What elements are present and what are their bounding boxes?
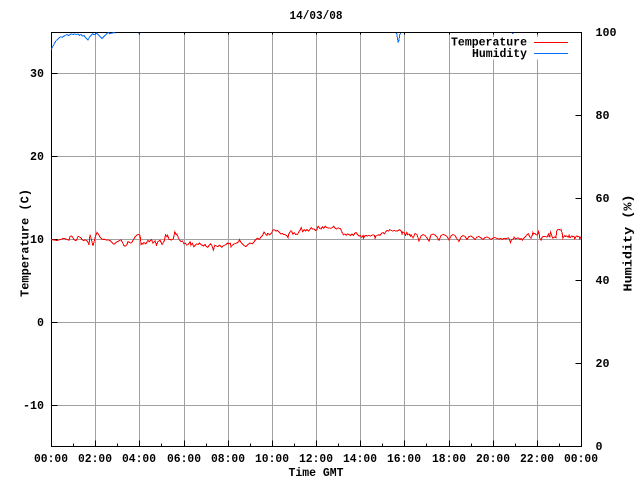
svg-text:Humidity: Humidity (472, 47, 527, 61)
svg-text:Temperature (C): Temperature (C) (19, 189, 33, 297)
svg-text:0: 0 (37, 316, 44, 330)
svg-text:10: 10 (30, 233, 44, 247)
svg-text:14:00: 14:00 (343, 452, 377, 466)
svg-text:0: 0 (596, 440, 603, 454)
svg-text:-10: -10 (23, 399, 44, 413)
svg-text:20: 20 (596, 357, 610, 371)
svg-text:02:00: 02:00 (78, 452, 112, 466)
svg-text:100: 100 (596, 26, 617, 40)
svg-text:14/03/08: 14/03/08 (290, 9, 343, 23)
svg-text:10:00: 10:00 (255, 452, 289, 466)
svg-text:60: 60 (596, 192, 610, 206)
svg-text:08:00: 08:00 (211, 452, 245, 466)
svg-text:00:00: 00:00 (564, 452, 598, 466)
svg-text:80: 80 (596, 109, 610, 123)
svg-text:20: 20 (30, 150, 44, 164)
svg-text:40: 40 (596, 274, 610, 288)
svg-text:16:00: 16:00 (387, 452, 421, 466)
svg-text:20:00: 20:00 (476, 452, 510, 466)
svg-text:00:00: 00:00 (34, 452, 68, 466)
svg-text:06:00: 06:00 (167, 452, 201, 466)
svg-text:22:00: 22:00 (520, 452, 554, 466)
svg-text:Humidity (%): Humidity (%) (622, 195, 636, 292)
svg-text:18:00: 18:00 (432, 452, 466, 466)
svg-text:Time GMT: Time GMT (289, 466, 344, 480)
svg-text:04:00: 04:00 (122, 452, 156, 466)
svg-text:12:00: 12:00 (299, 452, 333, 466)
svg-text:Temperature: Temperature (451, 35, 527, 49)
svg-text:30: 30 (30, 67, 44, 81)
